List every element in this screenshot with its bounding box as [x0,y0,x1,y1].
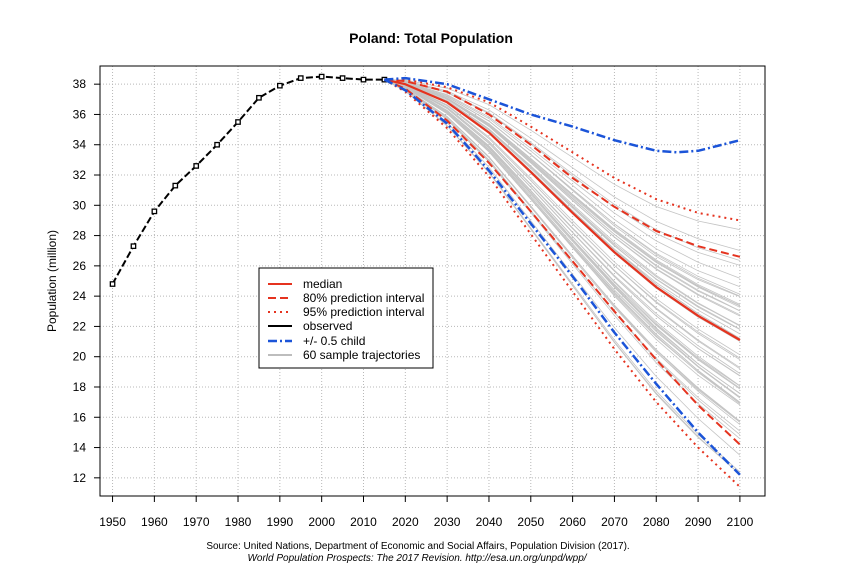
sample-trajectory [384,79,741,390]
observed-point [151,208,158,215]
pi80-upper-line [384,78,741,258]
observed-point [130,243,137,250]
series-lines [109,73,741,488]
x-tick-label: 2020 [392,515,419,529]
half-child-upper-line [384,76,741,154]
y-tick-label: 12 [73,471,87,485]
sample-trajectories [384,79,741,475]
x-tick-label: 2000 [308,515,335,529]
sample-trajectory [384,79,741,288]
observed-point [318,73,325,80]
source-citation: World Population Prospects: The 2017 Rev… [247,553,587,564]
pi80-lower-line [384,78,741,446]
sample-trajectory [384,79,741,425]
y-tick-label: 14 [73,441,87,455]
legend-item-half-child: +/- 0.5 child [303,334,365,348]
sample-trajectory [384,79,741,406]
median-line [384,78,741,341]
x-tick-label: 1960 [141,515,168,529]
sample-trajectory [384,79,741,374]
y-tick-label: 18 [73,380,87,394]
observed-point [235,119,241,125]
y-axis: 12 14 16 18 20 22 24 26 28 30 32 34 36 38 [73,77,100,485]
sample-trajectory [384,79,741,422]
x-tick-label: 2010 [350,515,377,529]
sample-trajectory [384,79,741,440]
sample-trajectory [384,79,741,473]
source-note: Source: United Nations, Department of Ec… [206,541,629,552]
sample-trajectory [384,79,741,360]
legend-item-trajectories: 60 sample trajectories [303,348,420,362]
sample-trajectory [384,79,741,475]
y-tick-label: 22 [73,319,87,333]
observed-point [256,94,262,101]
y-tick-label: 16 [73,410,87,424]
legend-item-95-interval: 95% prediction interval [303,305,424,319]
sample-trajectory [384,79,741,356]
x-tick-label: 1950 [99,515,126,529]
observed-line [111,75,385,285]
sample-trajectory [384,79,741,394]
x-tick-label: 2040 [476,515,503,529]
x-tick-label: 1980 [225,515,252,529]
y-tick-label: 20 [73,350,87,364]
sample-trajectory [384,79,741,359]
y-tick-label: 34 [73,138,87,152]
y-tick-label: 36 [73,107,87,121]
sample-trajectory [384,79,741,398]
observed-point [193,163,200,169]
pi95-upper-line [384,78,741,222]
observed-point [276,82,283,89]
y-axis-label: Population (million) [45,230,59,332]
sample-trajectory [384,79,741,456]
chart-title: Poland: Total Population [349,30,513,46]
x-tick-label: 2050 [517,515,544,529]
x-tick-label: 2100 [727,515,754,529]
y-tick-label: 28 [73,229,87,243]
y-tick-label: 24 [73,289,87,303]
plot-frame [99,65,766,497]
x-axis: 1950 1960 1970 1980 1990 2000 2010 2020 2030 2040… [99,496,754,529]
sample-trajectory [384,79,741,306]
x-tick-label: 2030 [434,515,461,529]
y-tick-label: 30 [73,198,87,212]
sample-trajectory [384,79,741,266]
legend-item-median: median [303,277,342,291]
sample-trajectory [384,79,741,475]
observed-point [214,141,220,148]
legend-item-80-interval: 80% prediction interval [303,291,424,305]
observed-point [297,75,304,81]
sample-trajectory [384,79,741,368]
observed-point [339,75,346,81]
x-tick-label: 2070 [601,515,628,529]
observed-point [172,182,179,189]
observed-point [109,281,116,287]
x-tick-label: 2060 [559,515,586,529]
sample-trajectory [384,79,741,327]
x-tick-label: 1970 [183,515,210,529]
legend: median 80% prediction interval 95% predi… [258,267,434,369]
sample-trajectory [384,79,741,422]
observed-point [360,76,367,83]
sample-trajectory [384,79,741,377]
y-tick-label: 32 [73,168,87,182]
y-tick-label: 26 [73,259,87,273]
x-tick-label: 2090 [685,515,712,529]
legend-item-observed: observed [303,319,352,333]
y-tick-label: 38 [73,77,87,91]
x-tick-label: 1990 [266,515,293,529]
sample-trajectory [384,79,741,297]
x-tick-label: 2080 [643,515,670,529]
sample-trajectory [384,79,741,436]
sample-trajectory [384,79,741,330]
half-child-lower-line [383,78,741,476]
sample-trajectory [384,79,740,230]
sample-trajectory [384,79,741,279]
